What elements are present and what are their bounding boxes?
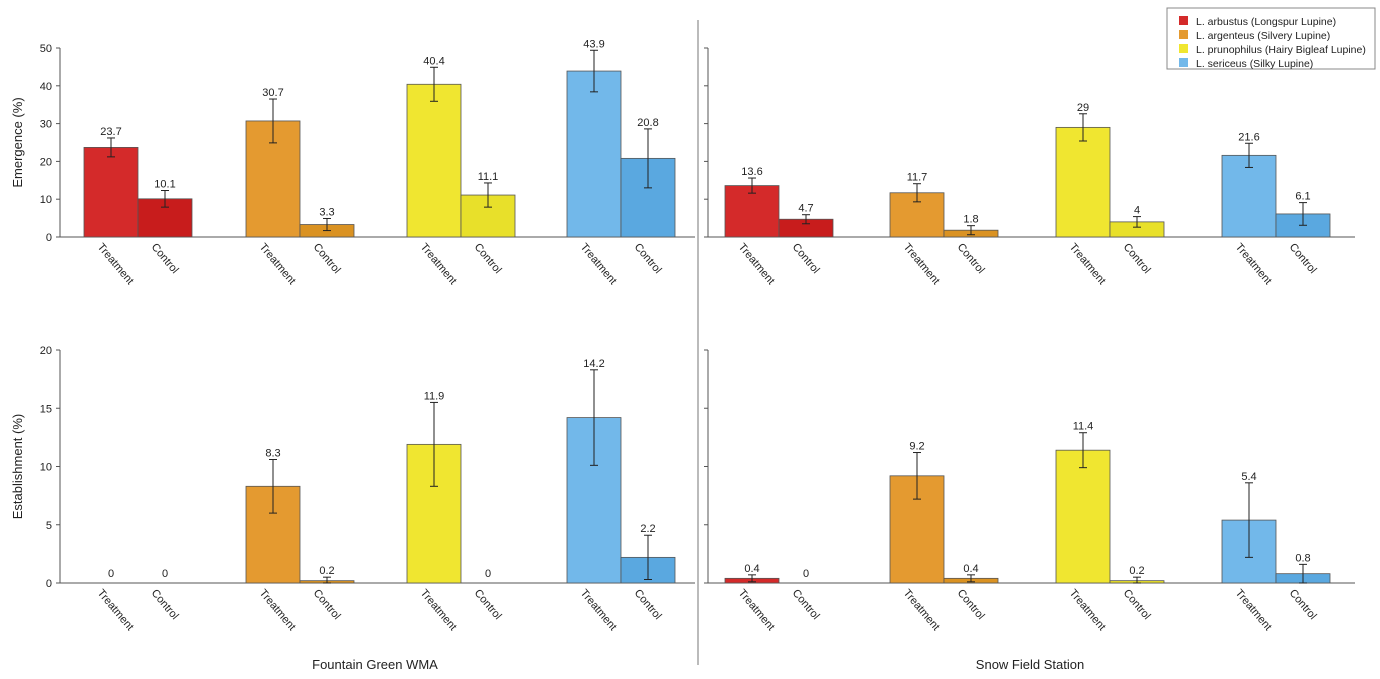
emergence-snow-field-station-l-prunophilus-control-value-label: 4 bbox=[1134, 205, 1140, 217]
legend: L. arbustus (Longspur Lupine) L. argente… bbox=[1166, 7, 1376, 70]
emergence-snow-field-station-l-prunophilus-control-category-label: Control bbox=[1121, 241, 1153, 276]
emergence-fountain-green-wma-l-argenteus-treatment-value-label: 30.7 bbox=[262, 87, 283, 99]
emergence-snow-field-station-l-arbustus-treatment-category-label: Treatment bbox=[736, 241, 777, 287]
establishment-ytick-label-20: 20 bbox=[40, 345, 52, 357]
emergence-snow-field-station-l-sericeus-control-value-label: 6.1 bbox=[1295, 191, 1310, 203]
establishment-fountain-green-wma-l-argenteus-control-value-label: 0.2 bbox=[319, 565, 334, 577]
emergence-fountain-green-wma-l-arbustus-treatment-bar bbox=[83, 147, 139, 238]
establishment-snow-field-station-l-arbustus-control-value-label: 0 bbox=[803, 568, 809, 580]
emergence-snow-field-station-l-argenteus-control-category-label: Control bbox=[955, 241, 987, 276]
establishment-fountain-green-wma-l-sericeus-control-value-label: 2.2 bbox=[640, 523, 655, 535]
establishment-snow-field-station-l-prunophilus-control-value-label: 0.2 bbox=[1129, 565, 1144, 577]
emergence-snow-field-station-l-argenteus-treatment-value-label: 11.7 bbox=[907, 172, 928, 184]
establishment-fountain-green-wma-l-prunophilus-control-category-label: Control bbox=[472, 587, 504, 622]
emergence-fountain-green-wma-l-arbustus-treatment-value-label: 23.7 bbox=[100, 126, 121, 138]
emergence-fountain-green-wma-l-arbustus-control-value-label: 10.1 bbox=[154, 179, 175, 191]
establishment-ytick-label-10: 10 bbox=[40, 462, 52, 474]
emergence-fountain-green-wma-l-sericeus-treatment-bar bbox=[566, 70, 622, 238]
emergence-ytick-label-40: 40 bbox=[40, 81, 52, 93]
emergence-snow-field-station-l-sericeus-treatment-category-label: Treatment bbox=[1233, 241, 1274, 287]
emergence-snow-field-station-l-prunophilus-treatment-category-label: Treatment bbox=[1067, 241, 1108, 287]
establishment-snow-field-station-l-argenteus-control-value-label: 0.4 bbox=[963, 563, 978, 575]
establishment-fountain-green-wma-l-argenteus-control-category-label: Control bbox=[311, 587, 343, 622]
establishment-snow-field-station-l-prunophilus-treatment-value-label: 11.4 bbox=[1073, 421, 1094, 433]
emergence-fountain-green-wma-l-argenteus-control-category-label: Control bbox=[311, 241, 343, 276]
establishment-fountain-green-wma-l-sericeus-control-category-label: Control bbox=[632, 587, 664, 622]
emergence-snow-field-station-l-arbustus-treatment-value-label: 13.6 bbox=[741, 166, 762, 178]
establishment-fountain-green-wma-l-prunophilus-control-value-label: 0 bbox=[485, 568, 491, 580]
legend-swatch-prunophilus bbox=[1179, 44, 1188, 53]
emergence-fountain-green-wma-l-prunophilus-treatment-bar bbox=[406, 83, 462, 238]
emergence-fountain-green-wma-l-prunophilus-treatment-category-label: Treatment bbox=[418, 241, 459, 287]
emergence-fountain-green-wma-l-prunophilus-treatment-value-label: 40.4 bbox=[423, 55, 444, 67]
establishment-snow-field-station-l-arbustus-control-category-label: Control bbox=[790, 587, 822, 622]
emergence-snow-field-station-l-prunophilus-treatment-value-label: 29 bbox=[1077, 102, 1089, 114]
emergence-ytick-label-20: 20 bbox=[40, 156, 52, 168]
establishment-snow-field-station-l-sericeus-control-value-label: 0.8 bbox=[1295, 552, 1310, 564]
establishment-fountain-green-wma-l-arbustus-control-value-label: 0 bbox=[162, 568, 168, 580]
emergence-snow-field-station-l-argenteus-treatment-category-label: Treatment bbox=[901, 241, 942, 287]
legend-label-argenteus: L. argenteus (Silvery Lupine) bbox=[1196, 30, 1330, 42]
emergence-fountain-green-wma-l-sericeus-treatment-category-label: Treatment bbox=[578, 241, 619, 287]
legend-swatch-argenteus bbox=[1179, 30, 1188, 39]
establishment-snow-field-station-l-prunophilus-treatment-category-label: Treatment bbox=[1067, 587, 1108, 633]
establishment-snow-field-station-l-argenteus-treatment-category-label: Treatment bbox=[901, 587, 942, 633]
emergence-ylabel: Emergence (%) bbox=[10, 97, 25, 187]
panels: Emergence (%)0102030405023.7Treatment10.… bbox=[10, 38, 1355, 633]
site-label-fountain-green: Fountain Green WMA bbox=[312, 657, 438, 672]
emergence-snow-field-station-l-sericeus-control-category-label: Control bbox=[1287, 241, 1319, 276]
establishment-ytick-label-5: 5 bbox=[46, 520, 52, 532]
establishment-snow-field-station-l-prunophilus-control-category-label: Control bbox=[1121, 587, 1153, 622]
emergence-snow-field-station-l-arbustus-control-category-label: Control bbox=[790, 241, 822, 276]
emergence-snow-field-station-l-sericeus-treatment-bar bbox=[1221, 154, 1277, 238]
emergence-snow-field-station-l-argenteus-control-value-label: 1.8 bbox=[963, 214, 978, 226]
establishment-fountain-green-wma-l-prunophilus-treatment-category-label: Treatment bbox=[418, 587, 459, 633]
site-label-snow-field: Snow Field Station bbox=[976, 657, 1084, 672]
emergence-fountain-green-wma-l-prunophilus-control-value-label: 11.1 bbox=[478, 171, 499, 183]
establishment-fountain-green-wma-l-sericeus-treatment-value-label: 14.2 bbox=[583, 358, 604, 370]
legend-box bbox=[1166, 7, 1376, 70]
emergence-fountain-green-wma-l-argenteus-treatment-category-label: Treatment bbox=[257, 241, 298, 287]
emergence-fountain-green-wma-l-arbustus-treatment-category-label: Treatment bbox=[95, 241, 136, 287]
emergence-snow-field-station-l-arbustus-treatment-bar bbox=[724, 185, 780, 238]
emergence-fountain-green-wma-l-prunophilus-control-category-label: Control bbox=[472, 241, 504, 276]
emergence-fountain-green-wma-l-sericeus-treatment-value-label: 43.9 bbox=[583, 38, 604, 50]
legend-label-arbustus: L. arbustus (Longspur Lupine) bbox=[1196, 16, 1336, 28]
emergence-ytick-label-30: 30 bbox=[40, 119, 52, 131]
emergence-fountain-green-wma-l-sericeus-control-value-label: 20.8 bbox=[637, 117, 658, 129]
establishment-fountain-green-wma-l-sericeus-treatment-category-label: Treatment bbox=[578, 587, 619, 633]
establishment-snow-field-station-l-sericeus-treatment-category-label: Treatment bbox=[1233, 587, 1274, 633]
emergence-fountain-green-wma-l-sericeus-control-category-label: Control bbox=[632, 241, 664, 276]
establishment-fountain-green-wma-l-prunophilus-treatment-value-label: 11.9 bbox=[424, 390, 445, 402]
establishment-fountain-green-wma-l-arbustus-control-category-label: Control bbox=[149, 587, 181, 622]
emergence-snow-field-station-l-prunophilus-treatment-bar bbox=[1055, 126, 1111, 238]
legend-swatch-sericeus bbox=[1179, 58, 1188, 67]
emergence-ytick-label-50: 50 bbox=[40, 43, 52, 55]
establishment-snow-field-station-l-prunophilus-treatment-bar bbox=[1055, 449, 1111, 584]
emergence-fountain-green-wma-l-arbustus-control-category-label: Control bbox=[149, 241, 181, 276]
establishment-snow-field-station-l-arbustus-treatment-value-label: 0.4 bbox=[744, 563, 759, 575]
establishment-ytick-label-0: 0 bbox=[46, 578, 52, 590]
emergence-fountain-green-wma-l-argenteus-control-value-label: 3.3 bbox=[319, 206, 334, 218]
establishment-ytick-label-15: 15 bbox=[40, 403, 52, 415]
emergence-ytick-label-10: 10 bbox=[40, 194, 52, 206]
establishment-fountain-green-wma-l-arbustus-treatment-value-label: 0 bbox=[108, 568, 114, 580]
emergence-snow-field-station-l-sericeus-treatment-value-label: 21.6 bbox=[1238, 131, 1259, 143]
establishment-snow-field-station-l-argenteus-control-category-label: Control bbox=[955, 587, 987, 622]
emergence-ytick-label-0: 0 bbox=[46, 232, 52, 244]
establishment-snow-field-station-l-sericeus-treatment-value-label: 5.4 bbox=[1241, 471, 1256, 483]
legend-label-prunophilus: L. prunophilus (Hairy Bigleaf Lupine) bbox=[1196, 44, 1366, 56]
establishment-snow-field-station-l-argenteus-treatment-value-label: 9.2 bbox=[909, 441, 924, 453]
legend-label-sericeus: L. sericeus (Silky Lupine) bbox=[1196, 58, 1313, 70]
establishment-fountain-green-wma-l-argenteus-treatment-value-label: 8.3 bbox=[265, 448, 280, 460]
establishment-snow-field-station-l-sericeus-control-category-label: Control bbox=[1287, 587, 1319, 622]
establishment-snow-field-station-l-arbustus-treatment-category-label: Treatment bbox=[736, 587, 777, 633]
emergence-snow-field-station-l-arbustus-control-value-label: 4.7 bbox=[798, 203, 813, 215]
legend-swatch-arbustus bbox=[1179, 16, 1188, 25]
establishment-ylabel: Establishment (%) bbox=[10, 414, 25, 519]
establishment-fountain-green-wma-l-argenteus-treatment-category-label: Treatment bbox=[257, 587, 298, 633]
establishment-fountain-green-wma-l-arbustus-treatment-category-label: Treatment bbox=[95, 587, 136, 633]
